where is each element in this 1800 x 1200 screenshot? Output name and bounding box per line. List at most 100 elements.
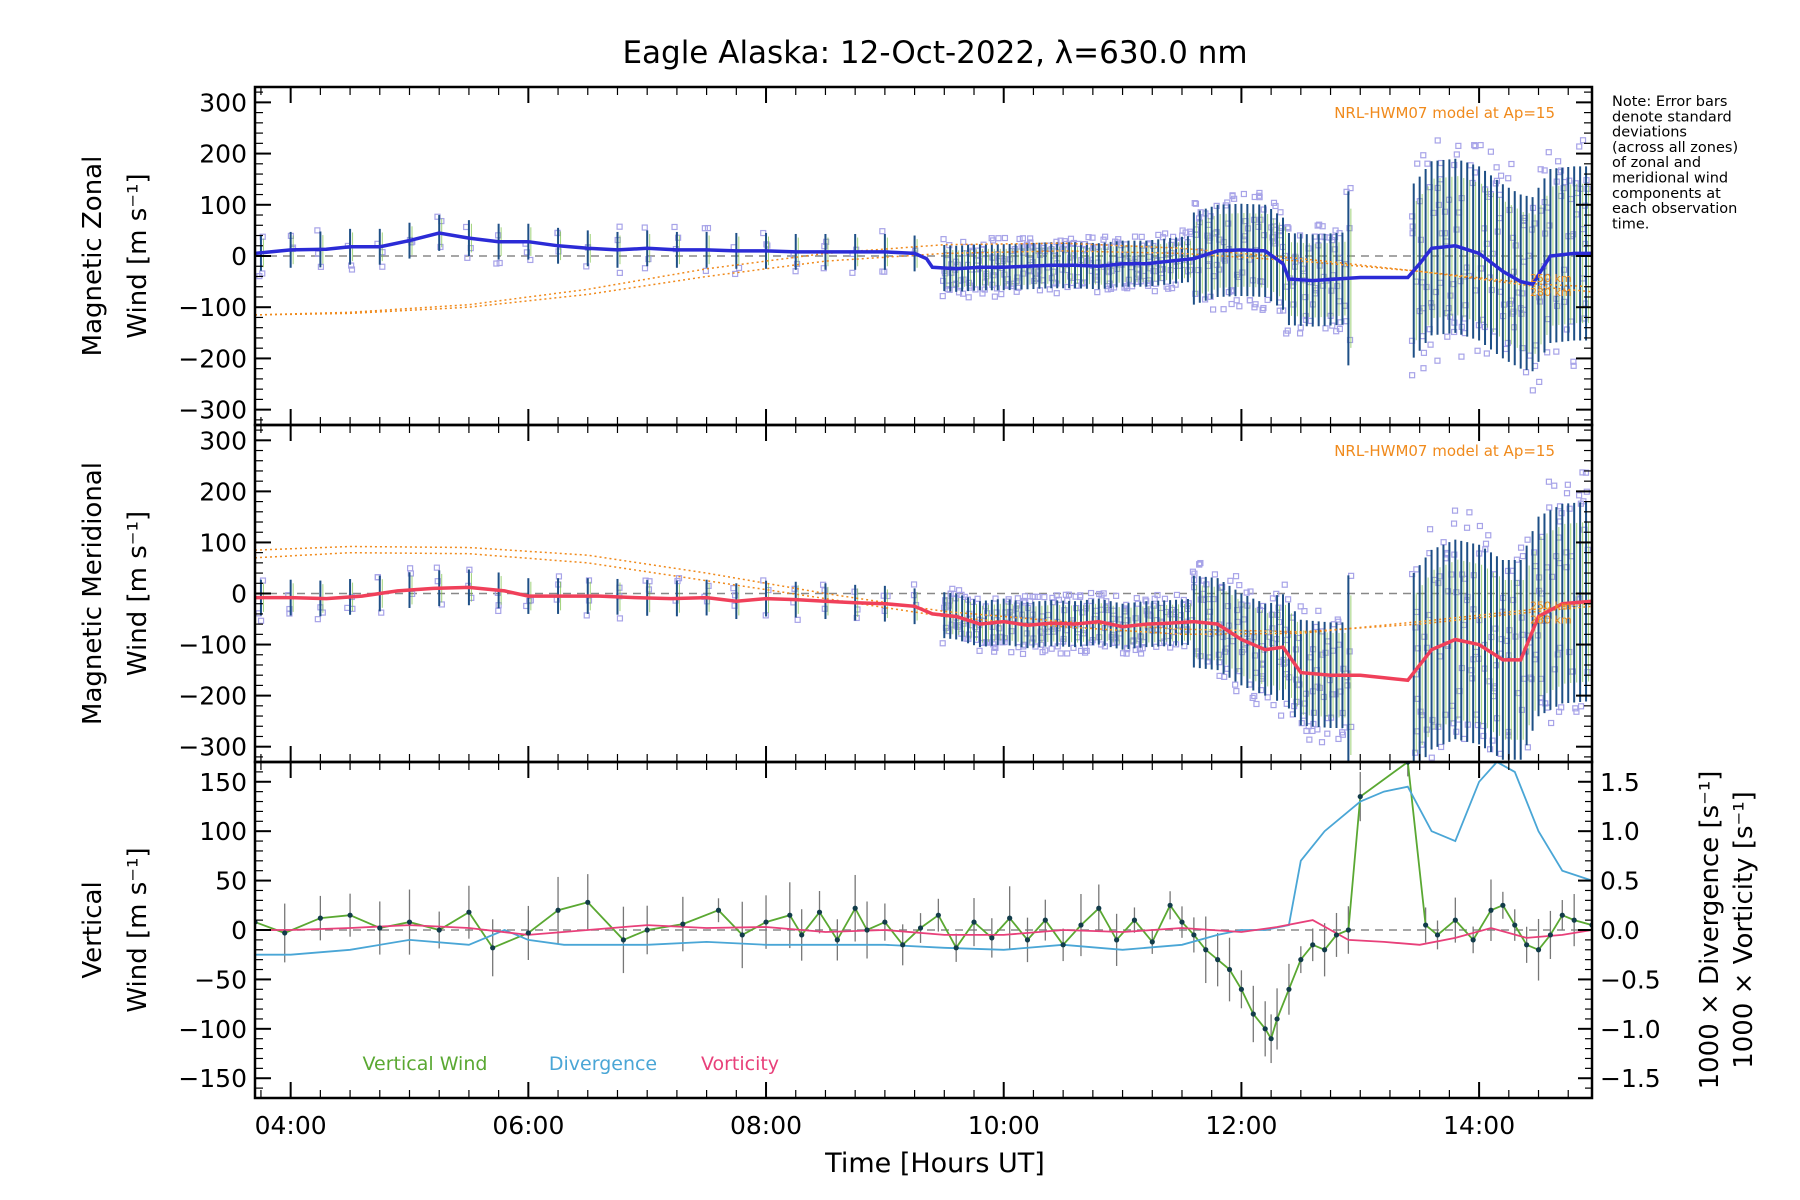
- zone-point: [976, 647, 983, 654]
- zone-point: [702, 267, 709, 274]
- zone-point: [1251, 692, 1258, 700]
- zone-point: [1347, 185, 1354, 192]
- model-curve: [255, 551, 1592, 636]
- zone-point: [1579, 137, 1587, 144]
- zone-point: [945, 602, 952, 609]
- zone-point: [1434, 357, 1441, 364]
- y-tick-label: 300: [199, 88, 247, 117]
- zone-point: [1259, 306, 1266, 313]
- vertical-wind-point: [1535, 947, 1542, 953]
- zone-point: [1346, 225, 1353, 232]
- zone-point: [704, 224, 712, 232]
- zone-point: [1123, 646, 1131, 653]
- zone-point: [1548, 719, 1555, 727]
- zone-point: [1579, 469, 1586, 476]
- vertical-wind-point: [1333, 932, 1340, 938]
- zone-point: [1451, 507, 1459, 514]
- zone-point: [1192, 290, 1199, 297]
- vertical-wind-point: [1310, 942, 1316, 948]
- model-curve: [255, 545, 1592, 633]
- zone-point: [1557, 167, 1565, 174]
- zone-point: [1318, 739, 1326, 746]
- zone-point: [1477, 142, 1484, 149]
- vertical-wind-point: [971, 919, 977, 925]
- y-tick-label: −50: [194, 965, 247, 994]
- model-label: NRL-HWM07 model at Ap=15: [1334, 104, 1555, 122]
- x-tick-label: 06:00: [492, 1111, 564, 1140]
- zone-point: [1420, 349, 1428, 356]
- zone-point: [1132, 646, 1139, 654]
- zone-point: [1215, 651, 1222, 658]
- zone-point: [910, 581, 918, 588]
- vertical-error-bars: [255, 762, 1592, 1064]
- zone-point: [671, 223, 678, 231]
- zone-point: [1115, 236, 1122, 243]
- zone-point: [1260, 206, 1267, 213]
- vertical-wind-point: [1262, 1026, 1268, 1032]
- vertical-wind-point: [282, 930, 288, 936]
- zone-point: [1227, 577, 1234, 584]
- y-axis-label-line1: Magnetic Zonal: [78, 156, 108, 357]
- zone-point: [1474, 347, 1481, 354]
- zone-point: [1524, 536, 1531, 543]
- plot-area: [255, 137, 1592, 394]
- vertical-wind-point: [1149, 939, 1155, 945]
- zone-point: [1409, 230, 1416, 237]
- zone-point: [998, 291, 1005, 298]
- zone-point: [616, 269, 623, 276]
- vertical-wind-point: [466, 909, 472, 915]
- zone-point: [1409, 372, 1416, 379]
- vertical-wind-point: [406, 919, 413, 925]
- zone-point: [1546, 504, 1553, 511]
- zone-point: [1335, 735, 1342, 743]
- y-tick-label: 200: [199, 140, 247, 169]
- zone-point: [1435, 201, 1442, 209]
- zone-point: [1296, 681, 1303, 688]
- y-axis-label-line2: Wind [m s⁻¹]: [123, 511, 153, 676]
- vertical-wind-point: [900, 942, 906, 948]
- vertical-wind-point: [525, 930, 531, 936]
- zone-point: [1285, 596, 1292, 603]
- vertical-wind-point: [620, 937, 627, 943]
- zone-point: [1270, 701, 1277, 709]
- vertical-wind-point: [1250, 1011, 1256, 1017]
- y-tick-label: −300: [178, 733, 247, 762]
- zone-point: [1554, 651, 1561, 658]
- zone-point: [1120, 251, 1127, 258]
- zone-point: [1438, 743, 1445, 751]
- zone-point: [1150, 602, 1157, 609]
- zone-point: [1335, 618, 1342, 625]
- y-tick-label: 50: [215, 867, 247, 896]
- vertical-wind-point: [680, 921, 686, 927]
- zone-point: [1476, 522, 1484, 530]
- vertical-wind-point: [1060, 942, 1066, 948]
- zone-point: [992, 595, 999, 602]
- zone-point: [1576, 492, 1583, 499]
- zone-point: [583, 263, 590, 270]
- zone-point: [1053, 290, 1060, 297]
- vertical-wind-point: [1226, 966, 1233, 973]
- zone-point: [1165, 285, 1172, 292]
- vertical-wind-point: [1274, 1016, 1280, 1022]
- zone-point: [1296, 330, 1304, 337]
- zone-point: [1336, 325, 1343, 333]
- zone-point: [1079, 280, 1086, 287]
- zone-point: [1563, 326, 1570, 333]
- zone-point: [1471, 142, 1478, 149]
- zone-point: [1292, 646, 1300, 653]
- zone-point: [1283, 330, 1290, 337]
- zone-point: [1301, 607, 1308, 615]
- zone-point: [1453, 151, 1460, 158]
- zone-point: [1270, 199, 1278, 206]
- zone-point: [1558, 704, 1565, 711]
- zone-point: [1046, 286, 1053, 293]
- vertical-wind-line: [255, 762, 1592, 1041]
- zone-point: [1236, 582, 1243, 589]
- zone-point: [314, 227, 321, 234]
- zone-point: [1229, 193, 1236, 200]
- zone-point: [1162, 230, 1169, 237]
- zone-point: [990, 634, 997, 641]
- y-tick-label: 0: [231, 916, 247, 945]
- zone-point: [1420, 152, 1427, 159]
